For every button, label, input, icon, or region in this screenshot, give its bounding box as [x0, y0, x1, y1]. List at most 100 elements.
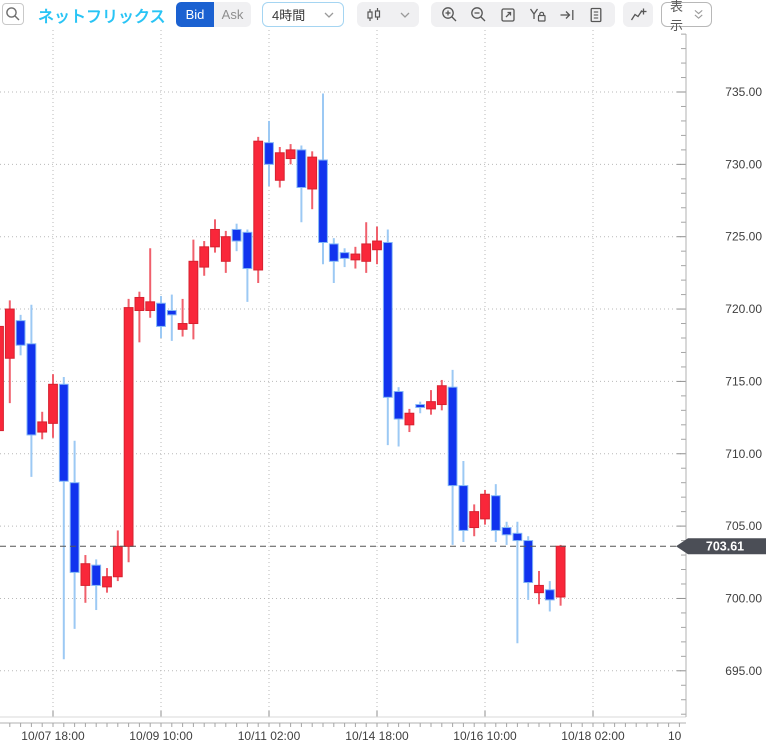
candle-body-up: [210, 228, 220, 248]
candle-body-down: [447, 386, 458, 487]
chevron-down-icon: [324, 12, 334, 18]
candle-body-down: [264, 142, 274, 165]
chevron-down-icon: [400, 12, 410, 18]
fit-chart-icon: [501, 7, 515, 22]
candle-body-up: [426, 401, 436, 410]
candle-body-up: [48, 383, 58, 424]
candle-body-up: [188, 260, 199, 325]
candle-body-up: [80, 563, 91, 586]
price-axis-label: 695.00: [725, 664, 762, 678]
candle-body-down: [91, 564, 102, 586]
candle-body-up: [220, 236, 231, 262]
candle-body-up: [123, 307, 134, 547]
candle-body-down: [501, 527, 512, 536]
candle-body-up: [274, 152, 285, 181]
current-price-tag: [676, 538, 766, 555]
zoom-in-icon: [442, 7, 457, 22]
display-menu-label: 表示: [670, 0, 684, 33]
price-axis-label: 735.00: [725, 85, 762, 99]
chart-type-dropdown[interactable]: [357, 2, 419, 27]
candle-body-up: [480, 493, 490, 520]
candle-body-up: [469, 511, 480, 529]
candle-body-up: [436, 385, 447, 406]
candle-body-up: [134, 296, 145, 311]
candle-body-up: [102, 576, 112, 588]
candle-body-up: [177, 323, 188, 330]
grid-layer: [0, 30, 684, 717]
candle-body-down: [156, 302, 166, 327]
ask-button[interactable]: Ask: [214, 2, 251, 27]
news-document-icon: [590, 7, 602, 22]
candle-body-up: [361, 243, 372, 262]
candle-body-up: [37, 421, 48, 433]
symbol-name: ネットフリックス: [38, 9, 166, 26]
time-axis-label: 10/18 02:00: [561, 729, 625, 743]
time-axis-label: 10/14 18:00: [345, 729, 409, 743]
candle-body-up: [372, 240, 382, 251]
candle-body-down: [69, 482, 80, 573]
chart-tools-group: [431, 2, 615, 27]
time-axis-label: 10/11 02:00: [238, 729, 301, 743]
candle-body-up: [555, 545, 566, 598]
candle-body-down: [415, 404, 426, 408]
candle-body-down: [296, 149, 307, 189]
go-to-latest-button[interactable]: [556, 4, 578, 26]
display-menu-button[interactable]: 表示: [661, 0, 712, 33]
zoom-in-button[interactable]: [439, 4, 461, 26]
price-axis-label: 705.00: [725, 519, 762, 533]
chart-toolbar: ネットフリックス Bid Ask 4時間: [0, 0, 766, 33]
candle-body-down: [242, 231, 253, 270]
bid-ask-toggle: Bid Ask: [176, 2, 251, 27]
candle-body-up: [307, 156, 318, 190]
add-indicator-icon: [630, 8, 646, 20]
price-axis-label: 710.00: [725, 447, 762, 461]
add-indicator-button[interactable]: [623, 2, 653, 27]
price-axis-label: 700.00: [725, 591, 762, 605]
search-icon: [6, 7, 20, 21]
fit-chart-button[interactable]: [497, 4, 519, 26]
price-axis-label: 730.00: [725, 157, 762, 171]
candle-body-up: [4, 308, 15, 359]
candle-body-down: [26, 343, 37, 436]
candle-body-down: [458, 485, 469, 531]
candle-body-down: [490, 495, 501, 531]
candle-body-up: [534, 584, 544, 594]
candle-body-down: [382, 241, 393, 398]
timeframe-value: 4時間: [272, 8, 306, 23]
candle-body-down: [166, 309, 177, 316]
candle-body-down: [544, 589, 555, 601]
axes-layer: 735.00 730.00 725.00 720.00 715.00 710.00 705.…: [0, 33, 762, 743]
candle-body-down: [328, 243, 339, 262]
zoom-out-button[interactable]: [468, 4, 490, 26]
candlestick-icon: [367, 7, 381, 21]
candle-body-down: [393, 391, 404, 420]
zoom-out-icon: [471, 7, 486, 22]
timeframe-dropdown[interactable]: 4時間: [262, 2, 344, 27]
current-price-value: 703.61: [706, 540, 744, 554]
candle-body-up: [199, 246, 210, 268]
candle-body-up: [285, 149, 296, 160]
y-axis-lock-button[interactable]: [527, 4, 549, 26]
time-axis-label: 10/07 18:00: [21, 729, 85, 743]
go-to-latest-icon: [560, 9, 574, 20]
price-axis-label: 715.00: [725, 374, 762, 388]
double-chevron-down-icon: [694, 9, 703, 19]
candle-body-down: [15, 320, 26, 346]
time-axis-label: 10/09 10:00: [129, 729, 193, 743]
price-axis-label: 720.00: [725, 302, 762, 316]
search-button[interactable]: [2, 3, 24, 25]
time-axis-label: 10: [668, 729, 682, 743]
candle-body-down: [512, 532, 523, 542]
candle-body-down: [231, 228, 242, 242]
bid-button[interactable]: Bid: [176, 2, 214, 27]
candle-body-up: [145, 301, 156, 311]
candle-body-up: [350, 253, 361, 261]
news-document-button[interactable]: [585, 4, 607, 26]
candle-body-up: [112, 545, 123, 578]
candle-body-down: [318, 159, 328, 243]
candle-body-down: [339, 252, 350, 259]
candle-body-down: [58, 383, 69, 482]
price-axis-label: 725.00: [725, 230, 762, 244]
